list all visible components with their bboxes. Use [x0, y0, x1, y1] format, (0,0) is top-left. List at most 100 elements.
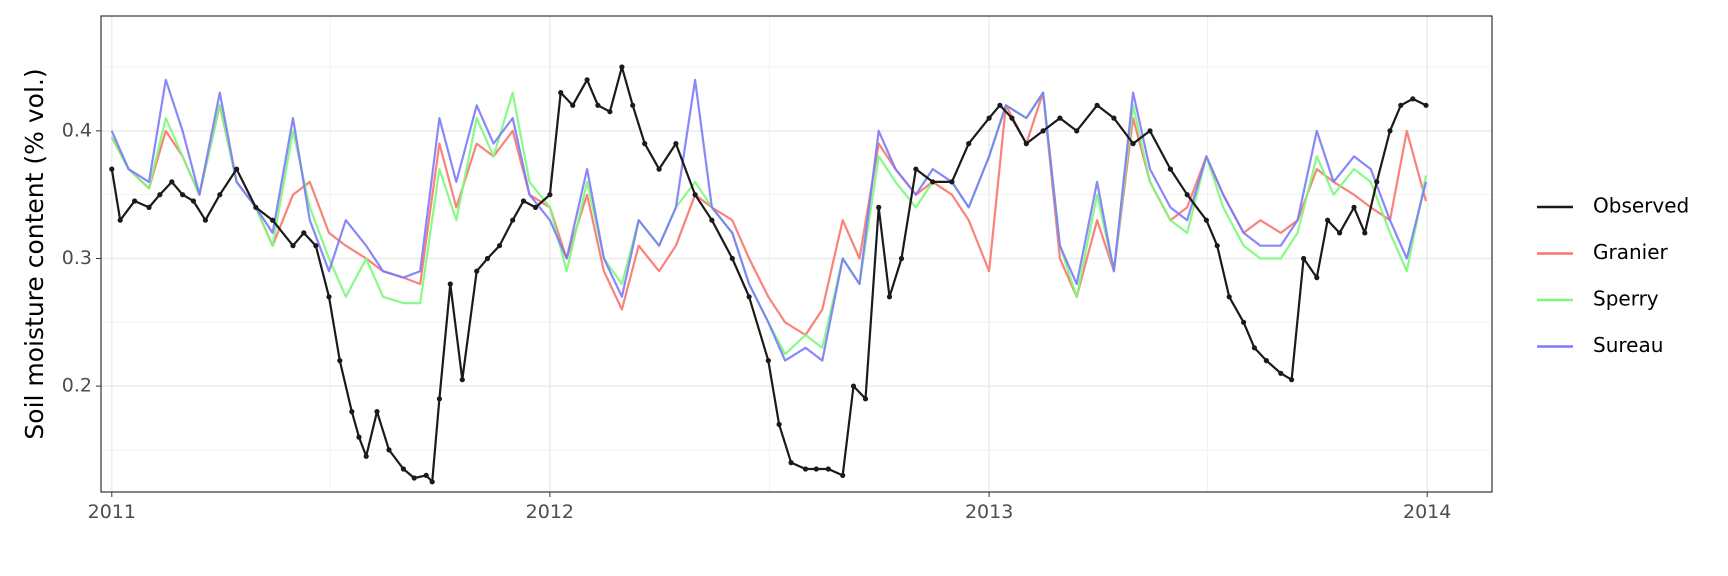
data-point-observed [656, 166, 662, 172]
data-point-observed [429, 479, 435, 485]
data-point-observed [510, 217, 516, 223]
data-point-observed [326, 294, 332, 300]
data-point-observed [966, 141, 972, 147]
data-point-observed [595, 102, 601, 108]
data-point-observed [1167, 166, 1173, 172]
data-point-observed [349, 409, 355, 415]
data-point-observed [363, 453, 369, 459]
data-point-observed [234, 166, 240, 172]
data-point-observed [1251, 345, 1257, 351]
data-point-observed [986, 115, 992, 121]
data-point-observed [1226, 294, 1232, 300]
data-point-observed [1325, 217, 1331, 223]
data-point-observed [146, 204, 152, 210]
data-point-observed [290, 243, 296, 249]
x-tick-label: 2011 [88, 501, 136, 523]
data-point-observed [584, 77, 590, 83]
data-point-observed [765, 358, 771, 364]
data-point-observed [109, 166, 115, 172]
data-point-observed [217, 192, 223, 198]
data-point-observed [1301, 255, 1307, 262]
data-point-observed [520, 198, 527, 204]
data-point-observed [642, 141, 648, 147]
data-point-observed [474, 268, 480, 274]
data-point-observed [337, 358, 343, 364]
data-point-observed [709, 217, 715, 223]
data-point-observed [400, 466, 406, 472]
data-point-observed [997, 102, 1003, 108]
data-point-observed [374, 409, 380, 415]
plot-panel [101, 16, 1492, 492]
data-point-observed [1374, 179, 1380, 185]
data-point-observed [1147, 128, 1153, 134]
data-point-observed [1278, 370, 1284, 376]
data-point-observed [898, 255, 905, 262]
data-point-observed [886, 294, 893, 300]
data-point-observed [386, 447, 392, 453]
y-tick-label: 0.3 [62, 247, 92, 269]
x-tick-label: 2014 [1403, 501, 1451, 523]
data-point-observed [776, 421, 782, 427]
data-point-observed [1040, 128, 1046, 134]
data-point-observed [850, 383, 857, 389]
data-point-observed [459, 377, 465, 383]
data-point-observed [1289, 377, 1295, 383]
data-point-observed [1057, 115, 1063, 121]
data-point-observed [1337, 230, 1343, 236]
data-point-observed [673, 141, 679, 147]
data-point-observed [788, 460, 794, 466]
data-point-observed [423, 472, 429, 478]
data-point-observed [547, 192, 553, 198]
data-point-observed [157, 192, 163, 198]
data-point-observed [729, 255, 735, 262]
y-axis: 0.2 0.3 0.4 [62, 119, 101, 397]
data-point-observed [1423, 102, 1429, 108]
data-point-observed [840, 472, 846, 478]
data-point-observed [930, 179, 936, 185]
data-point-observed [1214, 243, 1220, 249]
data-point-observed [802, 466, 809, 472]
data-point-observed [825, 466, 831, 472]
y-tick-label: 0.4 [62, 119, 92, 141]
data-point-observed [1111, 115, 1117, 121]
data-point-observed [1184, 192, 1190, 198]
data-point-observed [619, 64, 625, 70]
data-point-observed [1023, 141, 1029, 147]
data-point-observed [630, 102, 636, 108]
data-point-observed [190, 198, 196, 204]
data-point-observed [876, 204, 882, 210]
data-point-observed [132, 198, 138, 204]
data-point-observed [1074, 128, 1080, 134]
legend: Observed Granier Sperry Sureau [1537, 194, 1689, 357]
data-point-observed [1130, 141, 1136, 147]
data-point-observed [496, 243, 503, 249]
data-point-observed [447, 281, 453, 287]
data-point-observed [558, 90, 564, 96]
data-point-observed [436, 396, 442, 402]
data-point-observed [1009, 115, 1015, 121]
x-tick-label: 2012 [526, 501, 574, 523]
data-point-observed [949, 179, 955, 185]
data-point-observed [117, 217, 123, 223]
data-point-observed [1203, 217, 1209, 223]
data-point-observed [313, 243, 319, 249]
data-point-observed [301, 230, 307, 236]
data-point-observed [570, 102, 576, 108]
legend-label-sperry: Sperry [1593, 287, 1659, 311]
data-point-observed [692, 192, 698, 198]
data-point-observed [253, 204, 259, 210]
data-point-observed [913, 166, 919, 172]
data-point-observed [1314, 275, 1320, 281]
data-point-observed [202, 217, 208, 223]
data-point-observed [1263, 358, 1269, 364]
data-point-observed [180, 192, 186, 198]
data-point-observed [270, 217, 276, 223]
data-point-observed [411, 475, 417, 481]
data-point-observed [746, 294, 752, 300]
legend-label-observed: Observed [1593, 194, 1689, 218]
data-point-observed [862, 396, 869, 402]
x-tick-label: 2013 [965, 501, 1013, 523]
data-point-observed [169, 179, 175, 185]
y-axis-title: Soil moisture content (% vol.) [20, 68, 49, 439]
